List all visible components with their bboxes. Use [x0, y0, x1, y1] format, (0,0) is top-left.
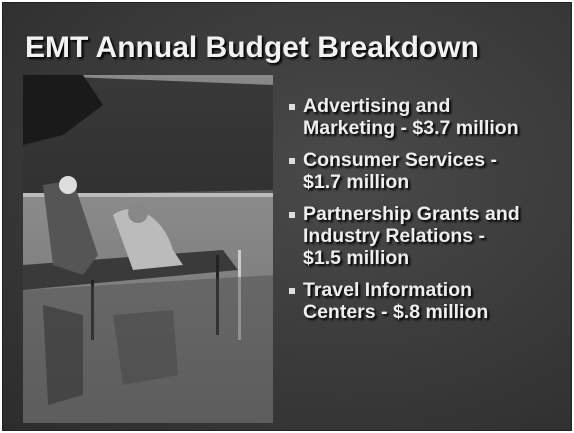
slide: EMT Annual Budget Breakdown Advertising …	[2, 2, 572, 431]
photo	[23, 75, 273, 423]
bullet-text: $1.5 million	[303, 247, 567, 269]
bullet-text: Consumer Services -	[303, 149, 567, 171]
bullet-text: Partnership Grants and	[303, 203, 567, 225]
bullet-text: Industry Relations -	[303, 225, 567, 247]
bullet-item: Consumer Services -$1.7 million	[287, 149, 567, 193]
page: EMT Annual Budget Breakdown Advertising …	[0, 0, 574, 433]
bullet-text: $1.7 million	[303, 171, 567, 193]
bullet-text: Advertising and	[303, 95, 567, 117]
bullet-text: Centers - $.8 million	[303, 301, 567, 323]
bullet-text: Marketing - $3.7 million	[303, 117, 567, 139]
bullet-text: Travel Information	[303, 279, 567, 301]
slide-title: EMT Annual Budget Breakdown	[25, 31, 479, 65]
